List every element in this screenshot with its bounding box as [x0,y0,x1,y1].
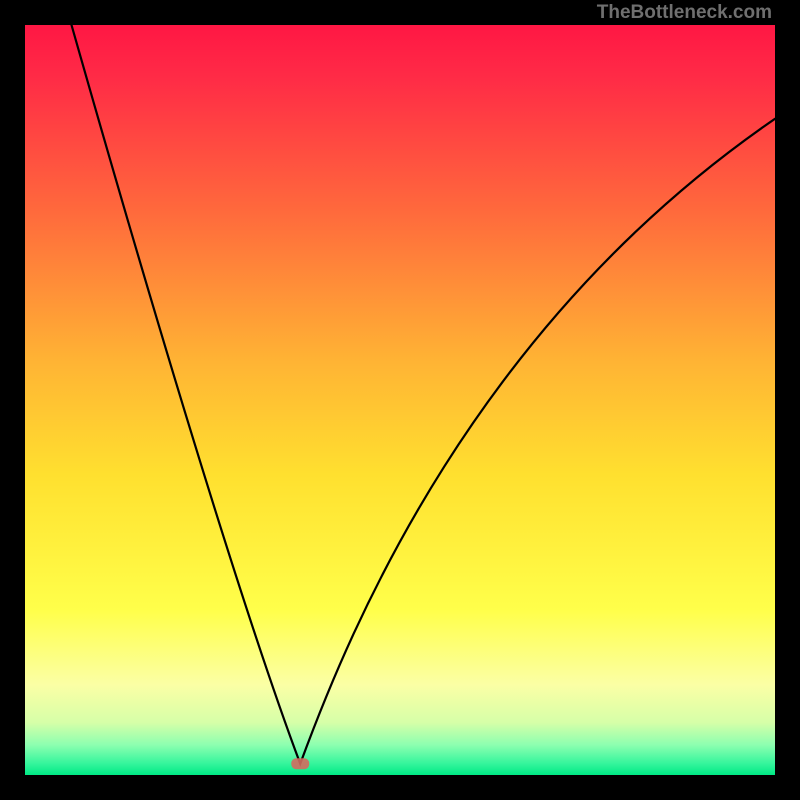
border-frame [0,0,800,800]
border-bottom [0,775,800,800]
border-right [775,0,800,800]
border-left [0,0,25,800]
chart-container: TheBottleneck.com [0,0,800,800]
watermark-text: TheBottleneck.com [597,2,772,24]
